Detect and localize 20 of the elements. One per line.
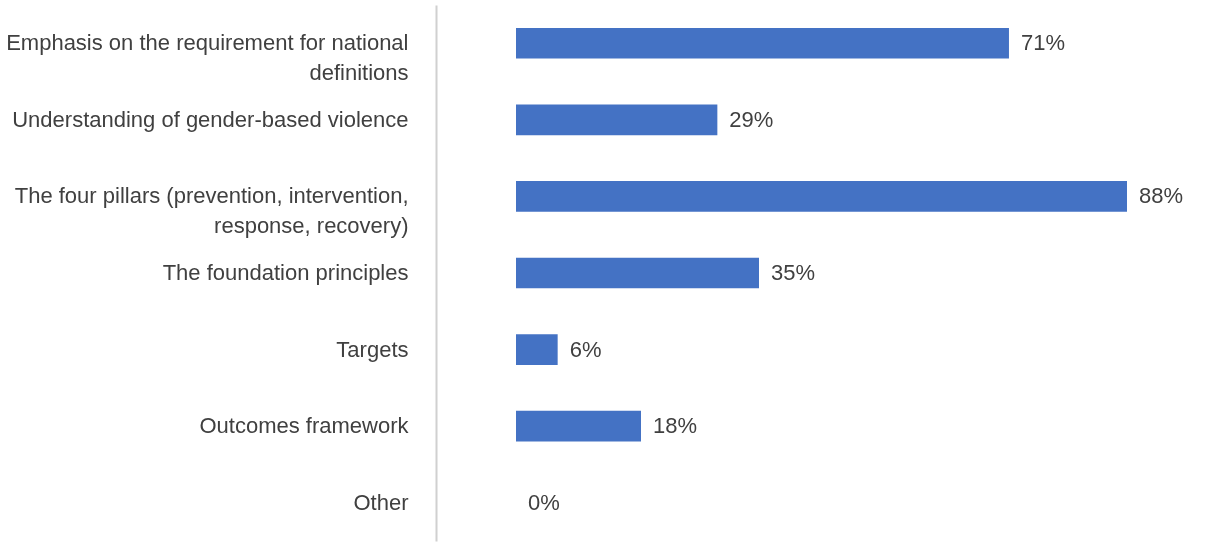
bar	[516, 181, 1127, 212]
y-tick-label: The four pillars (prevention, intervention, response, recovery)	[14, 183, 409, 239]
data-label: 71%	[1020, 30, 1066, 56]
y-tick-label: Outcomes framework	[199, 413, 410, 439]
data-label: 0%	[528, 489, 560, 515]
y-tick-label: Targets	[336, 336, 409, 362]
bar	[516, 27, 1009, 59]
bar	[516, 257, 760, 289]
bar	[516, 410, 641, 442]
y-tick-label: The foundation principles	[162, 260, 409, 285]
data-label: 29%	[729, 106, 774, 132]
data-label: 18%	[652, 413, 698, 439]
bar	[516, 334, 558, 365]
y-tick-label: Emphasis on the requirement for national definitions	[6, 30, 409, 86]
bar	[516, 104, 718, 136]
y-tick-label: Other	[353, 489, 409, 515]
data-label: 88%	[1139, 183, 1184, 209]
data-label: 6%	[569, 336, 602, 362]
y-tick-label: Understanding of gender-based violence	[12, 106, 409, 132]
data-label: 35%	[771, 260, 816, 285]
